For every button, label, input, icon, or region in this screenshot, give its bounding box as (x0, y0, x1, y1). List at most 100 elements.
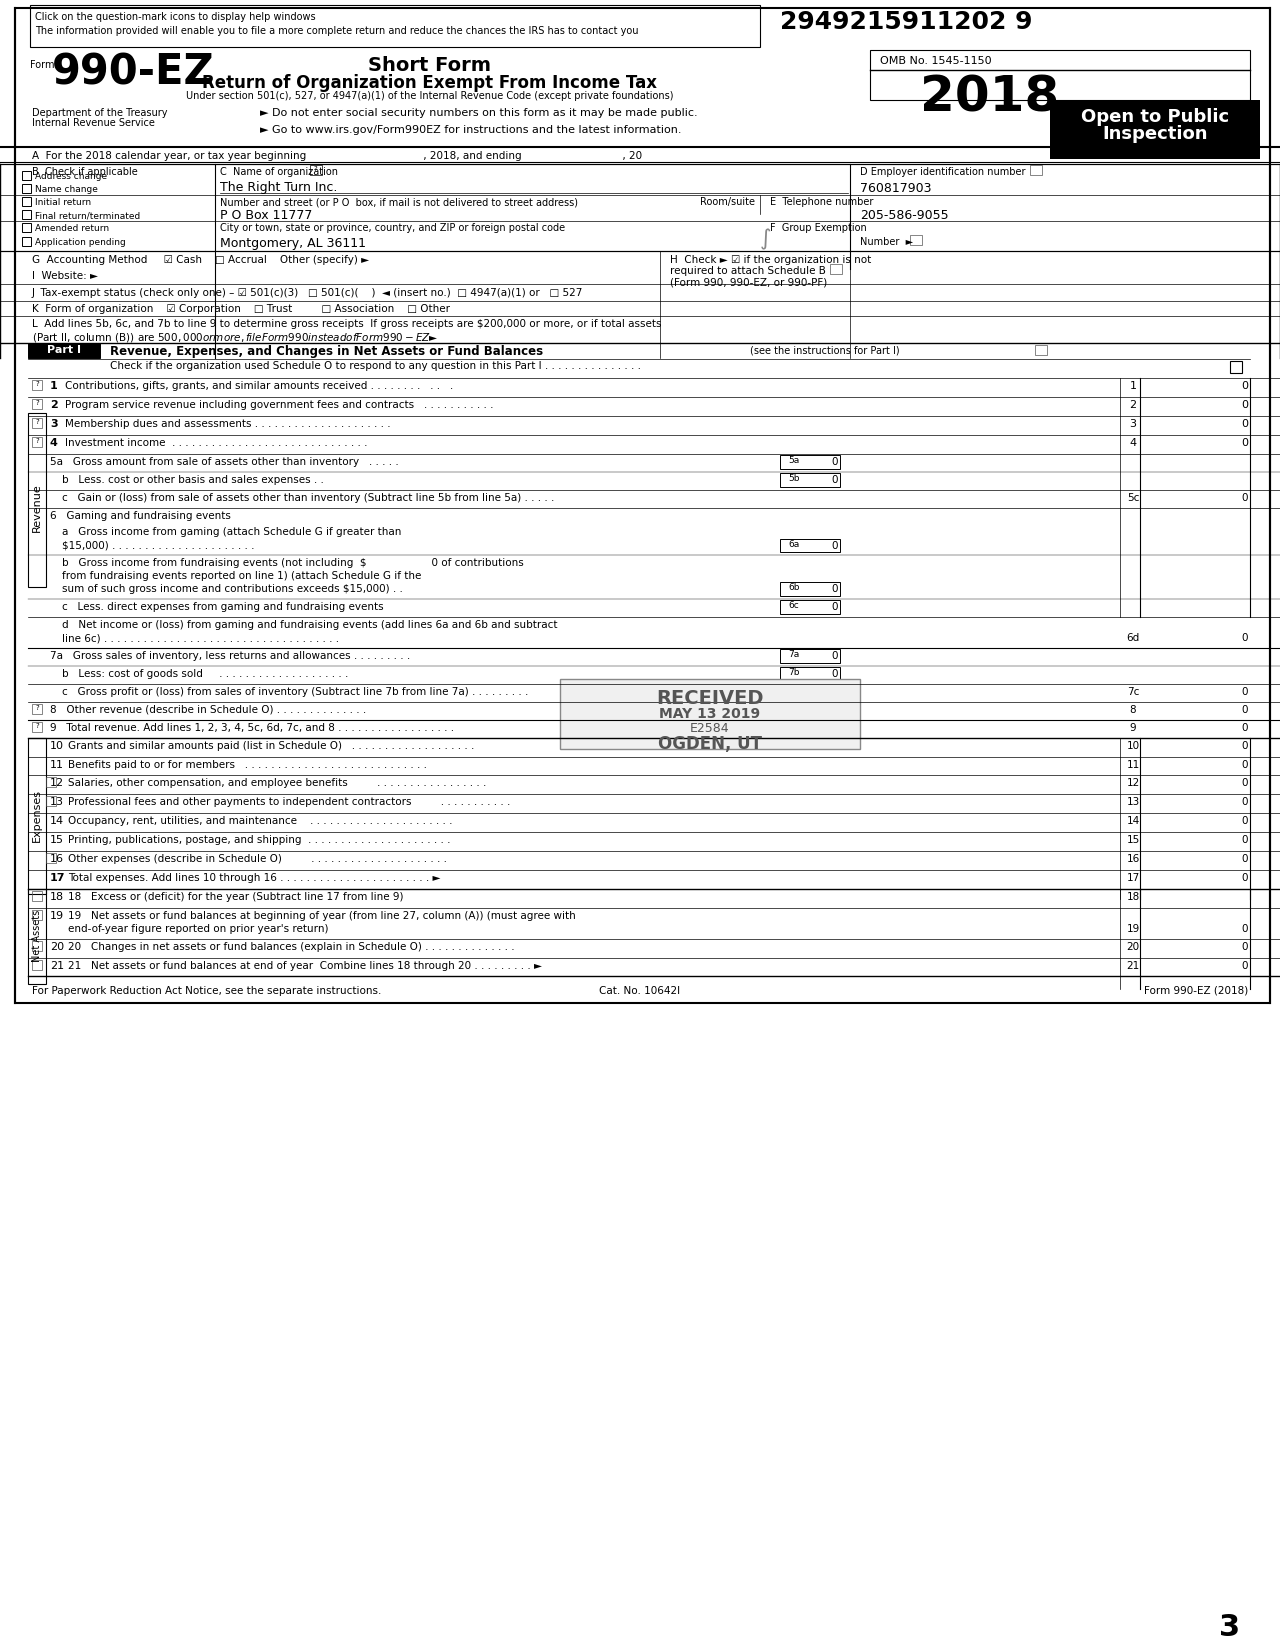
Text: 0: 0 (832, 456, 838, 466)
Text: 0: 0 (1242, 778, 1248, 788)
Text: Amended return: Amended return (35, 224, 109, 232)
Text: C  Name of organization: C Name of organization (220, 166, 338, 178)
Text: 4: 4 (50, 438, 58, 448)
Text: J  Tax-exempt status (check only one) – ☑ 501(c)(3)   □ 501(c)(    )  ◄ (insert : J Tax-exempt status (check only one) – ☑… (32, 288, 584, 298)
Text: ?: ? (35, 438, 38, 443)
Text: 0: 0 (1242, 961, 1248, 971)
Text: ► Go to www.irs.gov/Form990EZ for instructions and the latest information.: ► Go to www.irs.gov/Form990EZ for instru… (260, 125, 681, 135)
Text: 0: 0 (1242, 941, 1248, 953)
Text: 4: 4 (1129, 438, 1137, 448)
Text: Inspection: Inspection (1102, 125, 1208, 143)
Bar (1036, 346, 1047, 356)
Text: c   Gain or (loss) from sale of assets other than inventory (Subtract line 5b fr: c Gain or (loss) from sale of assets oth… (61, 493, 554, 503)
Text: Name change: Name change (35, 185, 97, 194)
Bar (32, 892, 42, 901)
Bar (780, 667, 840, 681)
Text: L  Add lines 5b, 6c, and 7b to line 9 to determine gross receipts  If gross rece: L Add lines 5b, 6c, and 7b to line 9 to … (32, 318, 662, 328)
Bar (46, 778, 56, 788)
Text: 6d: 6d (1126, 633, 1139, 643)
Text: Benefits paid to or for members   . . . . . . . . . . . . . . . . . . . . . . . : Benefits paid to or for members . . . . … (68, 760, 428, 770)
Text: 0: 0 (832, 585, 838, 595)
Text: 11: 11 (50, 760, 64, 770)
Text: 990-EZ: 990-EZ (52, 51, 215, 94)
Text: line 6c) . . . . . . . . . . . . . . . . . . . . . . . . . . . . . . . . . . . .: line 6c) . . . . . . . . . . . . . . . .… (61, 633, 339, 643)
Text: Montgomery, AL 36111: Montgomery, AL 36111 (220, 237, 366, 250)
Text: 19   Net assets or fund balances at beginning of year (from line 27, column (A)): 19 Net assets or fund balances at beginn… (68, 911, 576, 921)
Text: d   Net income or (loss) from gaming and fundraising events (add lines 6a and 6b: d Net income or (loss) from gaming and f… (61, 620, 558, 630)
Text: Program service revenue including government fees and contracts   . . . . . . . : Program service revenue including govern… (65, 400, 494, 410)
Text: 6   Gaming and fundraising events: 6 Gaming and fundraising events (50, 511, 230, 521)
Text: K  Form of organization    ☑ Corporation    □ Trust         □ Association    □ O: K Form of organization ☑ Corporation □ T… (32, 303, 451, 313)
Text: 19: 19 (50, 911, 64, 921)
Bar (1050, 99, 1260, 160)
Text: 0: 0 (1242, 419, 1248, 428)
Text: For Paperwork Reduction Act Notice, see the separate instructions.: For Paperwork Reduction Act Notice, see … (32, 986, 381, 995)
Bar (46, 854, 56, 864)
Text: 2: 2 (1129, 400, 1137, 410)
Text: b   Gross income from fundraising events (not including  $                    0 : b Gross income from fundraising events (… (61, 559, 524, 569)
Text: 5a   Gross amount from sale of assets other than inventory   . . . . .: 5a Gross amount from sale of assets othe… (50, 456, 399, 466)
Text: Number  ►: Number ► (860, 237, 913, 247)
Text: 10: 10 (1126, 740, 1139, 750)
Text: 0: 0 (1242, 705, 1248, 715)
Text: 0: 0 (1242, 633, 1248, 643)
Text: 6b: 6b (788, 583, 800, 592)
Text: Part I: Part I (47, 346, 81, 356)
Text: Open to Public: Open to Public (1080, 107, 1229, 125)
Text: 15: 15 (1126, 836, 1139, 845)
Text: 0: 0 (1242, 381, 1248, 391)
Bar (1030, 165, 1042, 175)
Text: 20: 20 (1126, 941, 1139, 953)
Text: required to attach Schedule B: required to attach Schedule B (669, 265, 826, 275)
Text: 2: 2 (50, 400, 58, 410)
Text: 21: 21 (1126, 961, 1139, 971)
Text: Address change: Address change (35, 173, 108, 181)
Bar (829, 264, 842, 274)
Bar (561, 679, 860, 748)
Text: 7c: 7c (1126, 687, 1139, 697)
Text: 0: 0 (1242, 836, 1248, 845)
Text: B  Check if applicable: B Check if applicable (32, 166, 138, 178)
Text: 13: 13 (1126, 798, 1139, 808)
Bar (22, 171, 31, 180)
Text: RECEIVED: RECEIVED (657, 689, 764, 709)
Bar (28, 738, 46, 893)
Text: F  Group Exemption: F Group Exemption (771, 222, 867, 232)
Text: 6a: 6a (788, 539, 799, 549)
Text: 0: 0 (1242, 740, 1248, 750)
Text: 12: 12 (50, 778, 64, 788)
Text: 0: 0 (1242, 798, 1248, 808)
Bar (22, 209, 31, 219)
Bar (32, 381, 42, 391)
Text: 0: 0 (1242, 854, 1248, 864)
Bar (32, 419, 42, 428)
Text: 14: 14 (50, 816, 64, 826)
Text: Click on the question-mark icons to display help windows: Click on the question-mark icons to disp… (35, 12, 316, 21)
Text: 16: 16 (50, 854, 64, 864)
Text: 6c: 6c (788, 602, 799, 610)
Text: c   Gross profit or (loss) from sales of inventory (Subtract line 7b from line 7: c Gross profit or (loss) from sales of i… (61, 687, 529, 697)
Text: 21   Net assets or fund balances at end of year  Combine lines 18 through 20 . .: 21 Net assets or fund balances at end of… (68, 961, 541, 971)
Text: Form: Form (29, 59, 55, 69)
Text: G  Accounting Method     ☑ Cash    □ Accrual    Other (specify) ►: G Accounting Method ☑ Cash □ Accrual Oth… (32, 255, 369, 265)
Text: Revenue: Revenue (32, 483, 42, 532)
Text: 0: 0 (832, 669, 838, 679)
Text: 12: 12 (1126, 778, 1139, 788)
Text: Initial return: Initial return (35, 198, 91, 208)
Text: Number and street (or P O  box, if mail is not delivered to street address): Number and street (or P O box, if mail i… (220, 198, 579, 208)
Text: D Employer identification number: D Employer identification number (860, 166, 1025, 178)
Text: 7a: 7a (788, 649, 799, 659)
Text: Check if the organization used Schedule O to respond to any question in this Par: Check if the organization used Schedule … (110, 361, 641, 371)
Text: ?: ? (35, 419, 38, 425)
Text: Total expenses. Add lines 10 through 16 . . . . . . . . . . . . . . . . . . . . : Total expenses. Add lines 10 through 16 … (68, 873, 440, 883)
Bar (910, 236, 922, 246)
Bar (32, 399, 42, 409)
Text: I  Website: ►: I Website: ► (32, 270, 99, 280)
Text: Investment income  . . . . . . . . . . . . . . . . . . . . . . . . . . . . . .: Investment income . . . . . . . . . . . … (65, 438, 367, 448)
Text: 5b: 5b (788, 475, 800, 483)
Text: Grants and similar amounts paid (list in Schedule O)   . . . . . . . . . . . . .: Grants and similar amounts paid (list in… (68, 740, 475, 750)
Text: 5a: 5a (788, 456, 799, 465)
Text: 9   Total revenue. Add lines 1, 2, 3, 4, 5c, 6d, 7c, and 8 . . . . . . . . . . .: 9 Total revenue. Add lines 1, 2, 3, 4, 5… (50, 723, 454, 733)
Text: 18   Excess or (deficit) for the year (Subtract line 17 from line 9): 18 Excess or (deficit) for the year (Sub… (68, 892, 403, 901)
Bar (28, 343, 100, 358)
